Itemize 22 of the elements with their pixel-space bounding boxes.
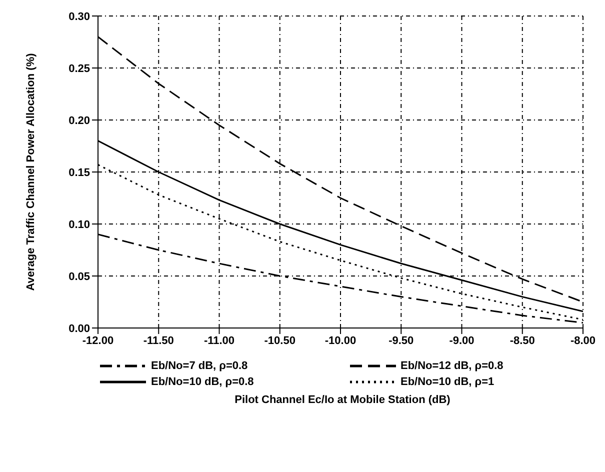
y-tick-label: 0.00 (68, 322, 90, 335)
legend-label: Eb/No=12 dB, ρ=0.8 (400, 360, 504, 372)
y-tick-label: 0.25 (68, 62, 90, 75)
x-axis-title: Pilot Channel Ec/Io at Mobile Station (dB) (234, 394, 452, 406)
x-tick-label: -10.00 (324, 334, 356, 347)
y-tick-label: 0.30 (68, 10, 90, 23)
x-tick-label: -9.50 (388, 334, 414, 347)
y-tick-label: 0.10 (68, 218, 90, 231)
y-tick-label: 0.05 (68, 270, 90, 283)
y-tick-label: 0.20 (68, 114, 90, 127)
legend-label: Eb/No=10 dB, ρ=0.8 (151, 376, 254, 388)
x-tick-label: -8.00 (570, 334, 596, 347)
x-tick-label: -12.00 (82, 334, 114, 347)
x-tick-label: -11.50 (143, 334, 174, 347)
legend-label: Eb/No=7 dB, ρ=0.8 (151, 360, 248, 372)
x-tick-label: -8.50 (510, 334, 535, 347)
legend-label: Eb/No=10 dB, ρ=1 (400, 376, 494, 388)
y-tick-label: 0.15 (68, 166, 90, 179)
y-axis-title: Average Traffic Channel Power Allocation (%) (24, 52, 37, 291)
x-tick-label: -9.00 (449, 334, 474, 347)
x-tick-label: -10.50 (264, 334, 296, 347)
x-tick-label: -11.00 (204, 334, 235, 347)
